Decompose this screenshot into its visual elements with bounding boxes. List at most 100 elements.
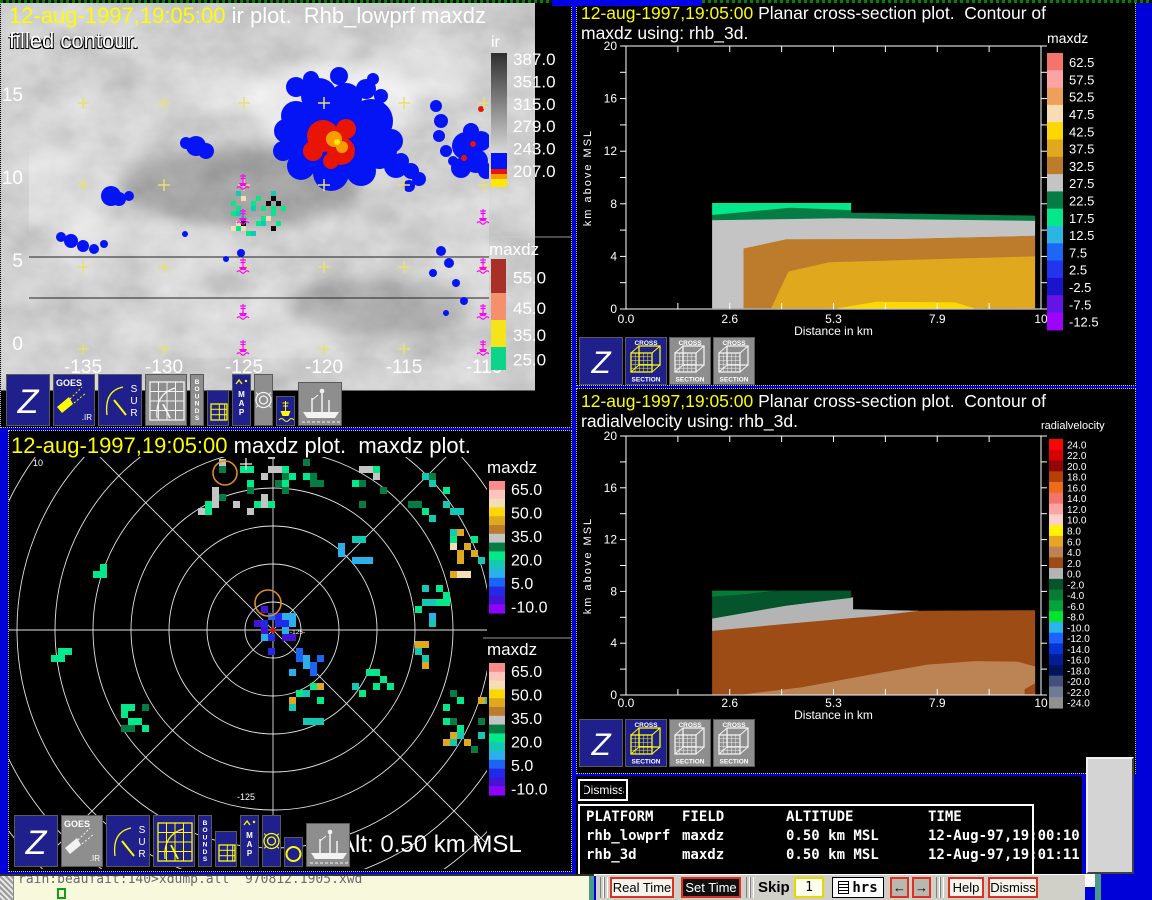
- svg-text:-2.5: -2.5: [1069, 280, 1091, 295]
- ship-marker-icon: [476, 209, 489, 225]
- radar-sur-icon: SUR: [113, 825, 146, 860]
- dismiss-button[interactable]: Dismiss: [988, 877, 1038, 898]
- svg-text:S: S: [195, 415, 200, 422]
- toolbar-button-circle[interactable]: [284, 837, 303, 867]
- svg-text:18.0: 18.0: [1067, 473, 1087, 484]
- toolbar-button-ship[interactable]: [298, 382, 342, 426]
- cross-section-icon: CROSS SECTION: [674, 722, 705, 766]
- hours-unit-button[interactable]: hrs: [832, 877, 884, 898]
- svg-text:S: S: [203, 856, 208, 863]
- svg-text:0.0: 0.0: [618, 696, 635, 710]
- toolbar-button-grid-small[interactable]: [207, 390, 229, 426]
- toolbar-button-grid-small[interactable]: [215, 831, 237, 867]
- toolbar-button-rings[interactable]: [262, 815, 281, 867]
- svg-text:U: U: [195, 393, 200, 400]
- colorbar: radialvelocity 24.022.020.018.016.014.012…: [1041, 420, 1105, 710]
- maxdz-colorbar-1: maxdz 65.0 50.0 35.0 20.0 5.0 -10.0: [487, 458, 548, 617]
- svg-text:D: D: [195, 408, 200, 415]
- desktop-top-gap: [552, 0, 702, 6]
- toolbar-button-cross-section[interactable]: CROSS SECTION: [713, 337, 755, 385]
- svg-text:2.6: 2.6: [721, 696, 738, 710]
- real-time-button[interactable]: Real Time: [610, 877, 674, 898]
- toolbar-button-zebra[interactable]: Z: [579, 719, 623, 767]
- ship-marker-icon: [476, 304, 489, 320]
- contour-layers: [712, 203, 1036, 309]
- svg-text:radialvelocity: radialvelocity: [1041, 420, 1105, 432]
- toolbar-button-cross-section[interactable]: CROSS SECTION: [713, 719, 755, 767]
- window-radialvelocity-cross-section: 12-aug-1997,19:05:00 Planar cross-sectio…: [576, 388, 1136, 774]
- toolbar-button-radar-grid[interactable]: [153, 815, 195, 867]
- svg-text:27.5: 27.5: [1069, 176, 1094, 191]
- toolbar-button-cross-section[interactable]: CROSS SECTION: [625, 337, 667, 385]
- toolbar-button-rings[interactable]: [254, 374, 273, 426]
- svg-text:-135: -135: [64, 357, 102, 378]
- skip-value-input[interactable]: [794, 877, 824, 898]
- toolbar-button-zebra[interactable]: Z: [6, 374, 50, 426]
- step-forward-button[interactable]: →: [912, 877, 931, 898]
- radar-ppi-canvas[interactable]: -125- 10 -125 maxdz 65.0 50.0 35.0 20.0 5.0 -10.0…: [9, 431, 571, 871]
- svg-text:55.0: 55.0: [513, 269, 546, 288]
- svg-text:5.3: 5.3: [825, 312, 842, 326]
- svg-text:22.0: 22.0: [1067, 451, 1087, 462]
- vertical-scrollbar[interactable]: [1086, 757, 1134, 874]
- help-button[interactable]: Help: [948, 877, 984, 898]
- svg-text:R: R: [138, 849, 145, 860]
- radar-grid-icon: [157, 822, 193, 862]
- toolbar-button-goes-ir[interactable]: GOES .IR: [53, 374, 95, 426]
- bl-toolbar: Z GOES .IR S U R B O U N D S M A P: [9, 431, 571, 871]
- svg-text:315.0: 315.0: [513, 95, 556, 114]
- svg-text:65.0: 65.0: [511, 482, 542, 499]
- info-dismiss-button[interactable]: Dismiss: [578, 779, 628, 801]
- satellite-image: [29, 41, 489, 358]
- svg-text:N: N: [203, 842, 208, 849]
- terminal-window[interactable]: rain:beaufait:140>xdump.all 970812.1905.…: [0, 874, 594, 900]
- toolbar-button-buoy[interactable]: [276, 396, 295, 426]
- toolbar-button-ship[interactable]: [306, 823, 350, 867]
- window-title: 12-aug-1997,19:05:00 Planar cross-sectio…: [581, 3, 1047, 23]
- svg-text:0: 0: [610, 302, 617, 316]
- svg-text:-10.0: -10.0: [511, 600, 548, 617]
- svg-text:2.6: 2.6: [721, 312, 738, 326]
- toolbar-button-cross-section[interactable]: CROSS SECTION: [625, 719, 667, 767]
- svg-text:M: M: [238, 390, 245, 399]
- window-radar-ppi-plot: 12-aug-1997,19:05:00 maxdz plot. maxdz p…: [8, 430, 572, 872]
- toolbar-button-zebra[interactable]: Z: [14, 815, 58, 867]
- toolbar-button-zebra[interactable]: Z: [579, 337, 623, 385]
- svg-text:km above MSL: km above MSL: [582, 517, 594, 614]
- svg-text:12.5: 12.5: [1069, 228, 1094, 243]
- svg-text:207.0: 207.0: [513, 162, 556, 181]
- tr-toolbar: Z CROSS SECTION CROSS SECTION CROSS SECTION: [577, 1, 1135, 385]
- ship-marker-icon: [236, 174, 250, 190]
- svg-text:35.0: 35.0: [513, 326, 546, 345]
- toolbar-button-cross-section[interactable]: CROSS SECTION: [669, 719, 711, 767]
- set-time-button[interactable]: Set Time: [681, 877, 741, 898]
- cross-section-icon: CROSS SECTION: [674, 340, 705, 384]
- toolbar-button-cross-section[interactable]: CROSS SECTION: [669, 337, 711, 385]
- window-title-line2: filled contour.: [9, 28, 139, 53]
- zebra-icon: Z: [17, 383, 40, 421]
- terminal-scrollbar[interactable]: [0, 876, 14, 900]
- svg-text:20.0: 20.0: [1067, 462, 1087, 473]
- toolbar-button-goes-ir[interactable]: GOES .IR: [61, 815, 103, 867]
- svg-text:2.5: 2.5: [1069, 263, 1087, 278]
- cross-section-canvas[interactable]: 0.0 2.6 5.3 7.9 10 0 4 8 12 16 20 km above MSL Dista…: [577, 1, 1137, 387]
- svg-text:52.5: 52.5: [1069, 90, 1094, 105]
- svg-text:-8.0: -8.0: [1067, 613, 1085, 624]
- svg-text:SECTION: SECTION: [676, 377, 705, 384]
- cross-section-icon: CROSS SECTION: [630, 722, 661, 766]
- svg-text:.IR: .IR: [82, 413, 92, 422]
- toolbar-button-radar-grid[interactable]: [145, 374, 187, 426]
- step-back-button[interactable]: ←: [890, 877, 909, 898]
- svg-text:-125: -125: [225, 357, 263, 378]
- svg-text:R: R: [130, 408, 137, 419]
- cross-section-canvas[interactable]: 0.0 2.6 5.3 7.9 10 0 4 8 12 16 20 km above MSL Dista…: [577, 389, 1137, 775]
